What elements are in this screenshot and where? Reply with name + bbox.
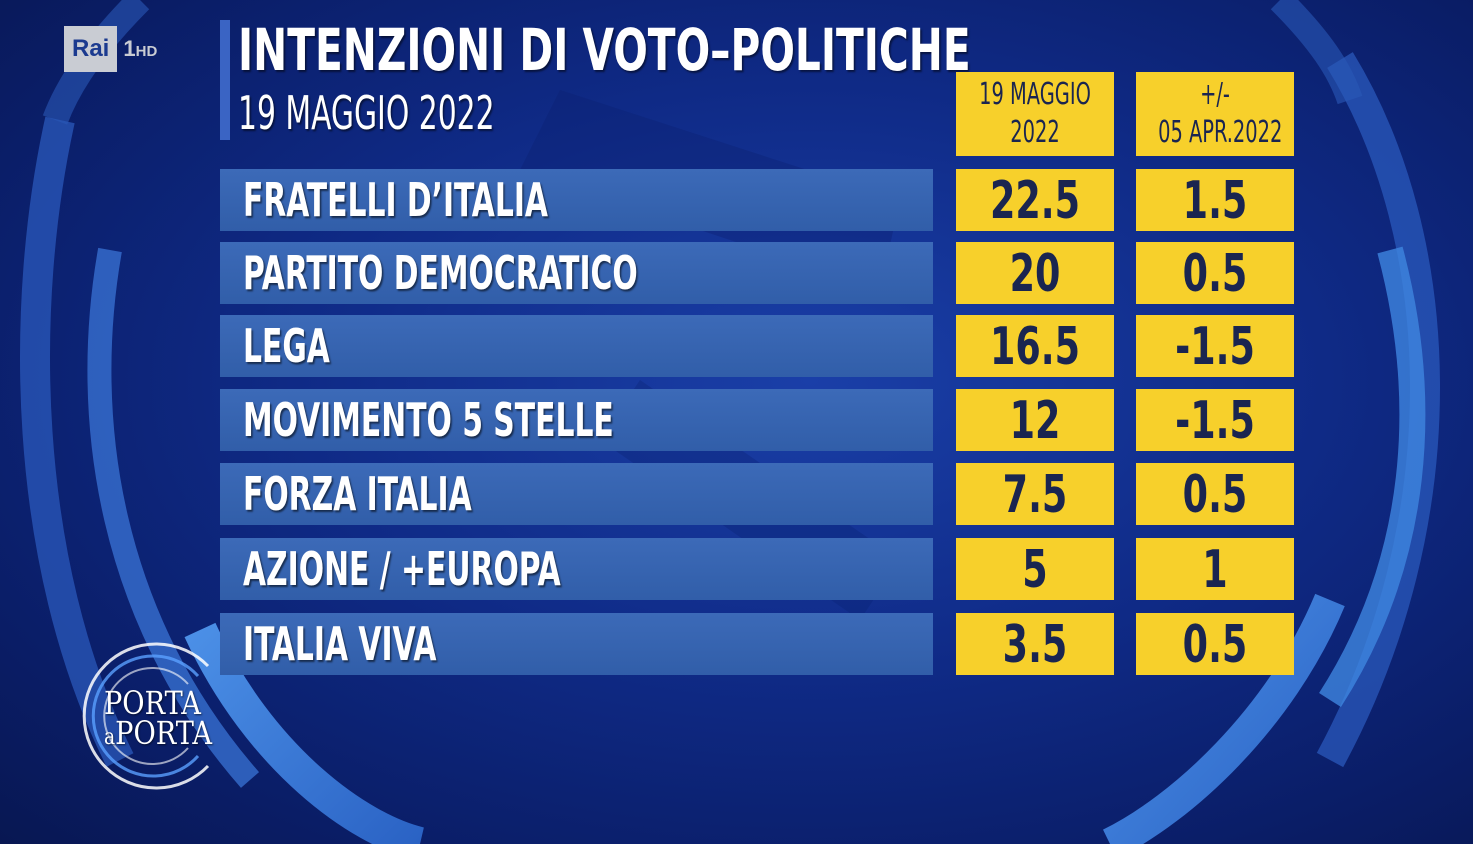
vote-value: 7.5 xyxy=(1002,465,1068,525)
channel-logo: Rai 1HD xyxy=(64,22,157,76)
page-subtitle: 19 MAGGIO 2022 xyxy=(238,86,495,140)
party-label-bar: MOVIMENTO 5 STELLE xyxy=(220,389,933,451)
vote-value: 20 xyxy=(1009,244,1061,304)
vote-change: -1.5 xyxy=(1175,391,1255,451)
vote-change: -1.5 xyxy=(1175,317,1255,377)
party-name: FRATELLI D’ITALIA xyxy=(243,173,548,227)
vote-value: 5 xyxy=(1022,540,1048,600)
party-label-bar: FORZA ITALIA xyxy=(220,463,933,525)
party-label-bar: ITALIA VIVA xyxy=(220,613,933,675)
show-logo-small-a: a xyxy=(104,725,116,750)
column-header-current: 19 MAGGIO 2022 xyxy=(956,72,1114,156)
vote-value-cell: 3.5 xyxy=(956,613,1114,675)
column-header-change: +/- 05 APR.2022 xyxy=(1136,72,1294,156)
vote-value-cell: 12 xyxy=(956,389,1114,451)
party-name: FORZA ITALIA xyxy=(243,467,472,521)
vote-change-cell: 0.5 xyxy=(1136,463,1294,525)
vote-change-cell: 1.5 xyxy=(1136,169,1294,231)
column-header-change-line2: 05 APR.2022 xyxy=(1158,115,1283,150)
party-name: ITALIA VIVA xyxy=(243,617,437,671)
vote-change-cell: 1 xyxy=(1136,538,1294,600)
page-title: INTENZIONI DI VOTO–POLITICHE xyxy=(238,16,971,84)
show-logo-rings xyxy=(82,642,210,790)
party-name: AZIONE / +EUROPA xyxy=(243,542,561,596)
vote-change-cell: 0.5 xyxy=(1136,613,1294,675)
party-label-bar: FRATELLI D’ITALIA xyxy=(220,169,933,231)
vote-change: 1 xyxy=(1202,540,1228,600)
column-header-current-line2: 2022 xyxy=(1010,115,1060,150)
column-header-change-line1: +/- xyxy=(1200,77,1230,112)
vote-value-cell: 20 xyxy=(956,242,1114,304)
party-label-bar: PARTITO DEMOCRATICO xyxy=(220,242,933,304)
show-logo-line1: PORTA xyxy=(104,684,201,722)
show-logo: PORTA aPORTA xyxy=(104,687,212,753)
vote-value: 16.5 xyxy=(989,317,1081,377)
vote-change-cell: -1.5 xyxy=(1136,389,1294,451)
vote-change: 0.5 xyxy=(1182,465,1248,525)
party-name: LEGA xyxy=(243,319,330,373)
title-accent-bar xyxy=(220,20,230,140)
vote-value-cell: 22.5 xyxy=(956,169,1114,231)
vote-change: 1.5 xyxy=(1182,171,1248,231)
party-label-bar: AZIONE / +EUROPA xyxy=(220,538,933,600)
channel-number-value: 1 xyxy=(123,36,136,61)
column-header-current-line1: 19 MAGGIO xyxy=(979,77,1091,112)
party-label-bar: LEGA xyxy=(220,315,933,377)
vote-value: 12 xyxy=(1009,391,1061,451)
vote-value-cell: 7.5 xyxy=(956,463,1114,525)
channel-number: 1HD xyxy=(123,36,157,62)
vote-change: 0.5 xyxy=(1182,244,1248,304)
vote-value-cell: 5 xyxy=(956,538,1114,600)
party-name: MOVIMENTO 5 STELLE xyxy=(243,393,614,447)
channel-quality: HD xyxy=(135,43,158,60)
party-name: PARTITO DEMOCRATICO xyxy=(243,246,638,300)
vote-change: 0.5 xyxy=(1182,615,1248,675)
rai-logo-box: Rai xyxy=(64,26,118,72)
vote-value: 3.5 xyxy=(1002,615,1068,675)
vote-change-cell: 0.5 xyxy=(1136,242,1294,304)
vote-change-cell: -1.5 xyxy=(1136,315,1294,377)
vote-value-cell: 16.5 xyxy=(956,315,1114,377)
show-logo-line2: aPORTA xyxy=(104,717,212,753)
vote-value: 22.5 xyxy=(989,171,1081,231)
show-logo-line2-word: PORTA xyxy=(115,714,213,752)
